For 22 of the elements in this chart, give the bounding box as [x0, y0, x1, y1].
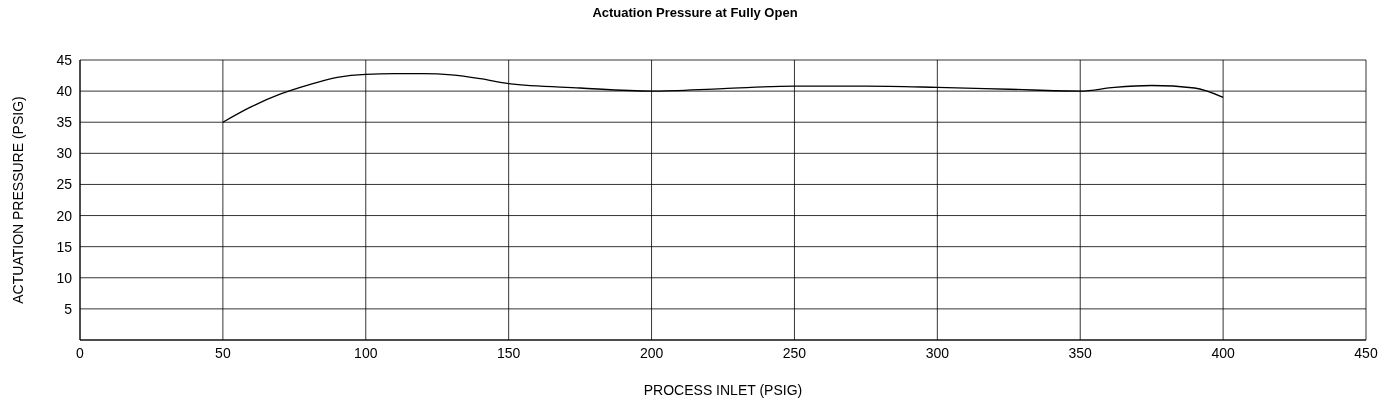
- x-tick-label: 400: [1211, 344, 1235, 361]
- y-axis-title: ACTUATION PRESSURE (PSIG): [9, 96, 26, 304]
- x-tick-label: 350: [1068, 344, 1093, 361]
- x-tick-label: 450: [1354, 344, 1378, 361]
- y-tick-label: 25: [56, 176, 73, 193]
- x-tick-label: 50: [215, 344, 231, 361]
- y-tick-label: 40: [56, 83, 73, 100]
- y-tick-label: 10: [56, 269, 73, 286]
- x-tick-label: 300: [925, 344, 950, 361]
- y-tick-label: 15: [56, 238, 73, 255]
- y-tick-label: 30: [56, 145, 73, 162]
- chart-title: Actuation Pressure at Fully Open: [591, 5, 799, 22]
- x-tick-label: 200: [639, 344, 664, 361]
- x-tick-label: 250: [782, 344, 807, 361]
- x-axis-title: PROCESS INLET (PSIG): [643, 382, 803, 398]
- y-tick-label: 5: [64, 300, 73, 317]
- y-tick-label: 35: [56, 114, 73, 131]
- y-tick-label: 45: [56, 51, 73, 68]
- x-tick-label: 100: [354, 344, 378, 361]
- y-tick-label: 20: [56, 207, 73, 224]
- x-tick-label: 150: [496, 344, 521, 361]
- x-tick-label: 0: [76, 344, 85, 361]
